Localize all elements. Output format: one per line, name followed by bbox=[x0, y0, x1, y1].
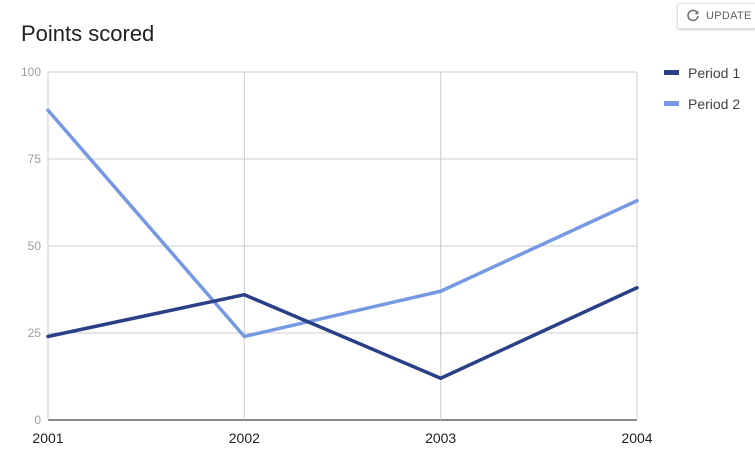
update-button-label: UPDATE bbox=[706, 10, 752, 22]
data-point[interactable] bbox=[46, 334, 50, 338]
refresh-icon bbox=[686, 9, 700, 23]
y-tick-label: 75 bbox=[28, 152, 42, 166]
chart-series bbox=[46, 108, 639, 380]
data-point[interactable] bbox=[242, 293, 246, 297]
data-point[interactable] bbox=[439, 289, 443, 293]
x-tick-label: 2004 bbox=[621, 430, 652, 446]
y-tick-label: 25 bbox=[28, 326, 42, 340]
chart-title: Points scored bbox=[21, 21, 155, 46]
series-line-period-1[interactable] bbox=[46, 286, 639, 380]
y-tick-label: 100 bbox=[21, 65, 41, 79]
legend-swatch bbox=[664, 70, 679, 75]
x-tick-label: 2001 bbox=[32, 430, 63, 446]
data-point[interactable] bbox=[635, 286, 639, 290]
data-point[interactable] bbox=[635, 199, 639, 203]
update-button[interactable]: UPDATE bbox=[677, 3, 755, 29]
data-point[interactable] bbox=[242, 334, 246, 338]
legend-swatch bbox=[664, 101, 679, 106]
x-axis-ticks: 2001 2002 2003 2004 bbox=[32, 430, 652, 446]
x-tick-label: 2002 bbox=[229, 430, 260, 446]
data-point[interactable] bbox=[46, 108, 50, 112]
series-line-period-2[interactable] bbox=[46, 108, 639, 339]
legend-label: Period 2 bbox=[688, 96, 740, 112]
y-tick-label: 50 bbox=[28, 239, 42, 253]
data-point[interactable] bbox=[439, 376, 443, 380]
legend-label: Period 1 bbox=[688, 65, 740, 81]
y-tick-label: 0 bbox=[34, 413, 41, 427]
y-axis-ticks: 0 25 50 75 100 bbox=[21, 65, 41, 427]
chart-legend: Period 1 Period 2 bbox=[664, 65, 740, 112]
x-tick-label: 2003 bbox=[425, 430, 456, 446]
chart-grid bbox=[47, 71, 638, 421]
